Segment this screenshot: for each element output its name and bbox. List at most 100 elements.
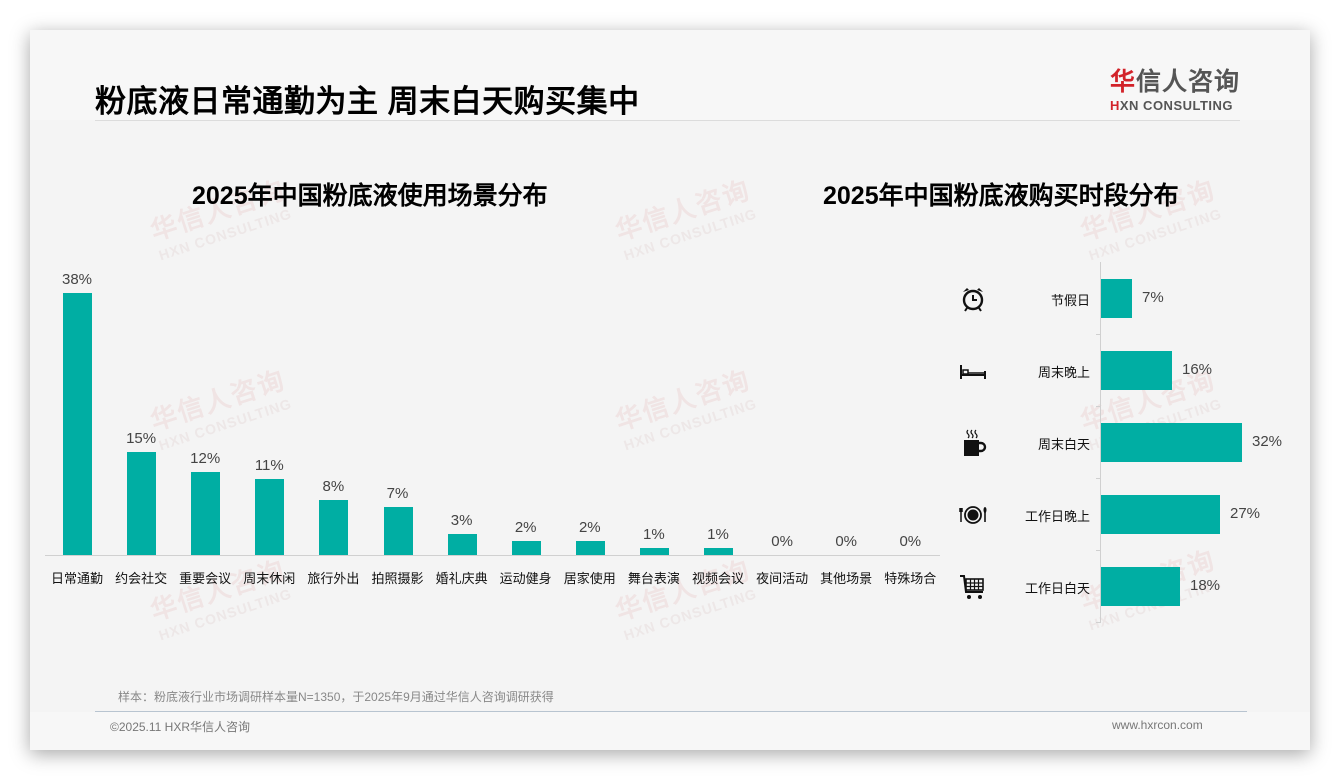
logo-cn-red: 华 — [1110, 68, 1137, 96]
bar-value-label: 7% — [1142, 289, 1164, 306]
bar — [1101, 351, 1172, 390]
left-chart-title: 2025年中国粉底液使用场景分布 — [192, 182, 548, 210]
category-label: 重要会议 — [179, 571, 232, 586]
category-label: 约会社交 — [115, 571, 168, 586]
category-label: 工作日白天 — [1024, 581, 1090, 596]
bar — [511, 541, 541, 555]
bar-column: 2% 居家使用 — [558, 270, 622, 590]
category-label: 其他场景 — [820, 571, 873, 586]
bar-value-label: 1% — [707, 526, 729, 543]
website-link[interactable]: www.hxrcon.com — [1112, 718, 1203, 732]
bar-row: 节假日 7% — [950, 262, 1290, 334]
bar-column: 0% 夜间活动 — [750, 270, 814, 590]
bar-column: 0% 特殊场合 — [878, 270, 942, 590]
footer-divider — [95, 711, 1247, 712]
bar-row: 周末晚上 16% — [950, 334, 1290, 406]
bar — [1101, 567, 1180, 606]
sample-note: 样本：粉底液行业市场调研样本量N=1350，于2025年9月通过华信人咨询调研获… — [118, 690, 554, 704]
bar-column: 38% 日常通勤 — [45, 270, 109, 590]
axis-tick — [1096, 622, 1101, 623]
shopping-cart-icon — [958, 572, 988, 602]
bar-value-label: 38% — [61, 271, 93, 288]
bar-value-label: 15% — [126, 430, 157, 447]
category-label: 舞台表演 — [627, 571, 680, 586]
bar-column: 15% 约会社交 — [109, 270, 173, 590]
bar — [191, 472, 221, 555]
y-axis-line — [1100, 262, 1101, 622]
category-label: 特殊场合 — [884, 571, 937, 586]
category-label: 节假日 — [1050, 293, 1090, 308]
title-divider — [95, 120, 1240, 121]
bar — [63, 293, 92, 555]
axis-tick — [1096, 406, 1101, 407]
bar-column: 1% 视频会议 — [686, 270, 750, 590]
bar-value-label: 32% — [1252, 433, 1283, 450]
category-label: 居家使用 — [563, 571, 616, 586]
logo-en-red: H — [1110, 98, 1120, 113]
category-label: 日常通勤 — [50, 571, 103, 586]
bed-icon — [958, 356, 988, 386]
purchase-time-bar-chart: 节假日 7% 周末晚上 16% 周末白天 32% 工作日晚上 27% 工作日白天 18% — [950, 262, 1290, 627]
bar-value-label: 12% — [190, 450, 221, 467]
category-label: 婚礼庆典 — [435, 571, 488, 586]
axis-tick — [1096, 478, 1101, 479]
category-label: 周末晚上 — [1037, 365, 1090, 380]
bar-column: 0% 其他场景 — [814, 270, 878, 590]
bar-value-label: 11% — [254, 457, 284, 474]
bar — [383, 507, 413, 555]
bar-value-label: 27% — [1230, 505, 1261, 522]
bar — [704, 548, 733, 555]
copyright: ©2025.11 HXR华信人咨询 — [110, 720, 250, 734]
bar — [639, 548, 669, 555]
category-label: 拍照摄影 — [371, 571, 424, 586]
page-title: 粉底液日常通勤为主 周末白天购买集中 — [95, 84, 640, 119]
bar-value-label: 0% — [771, 533, 793, 550]
bar-column: 8% 旅行外出 — [301, 270, 365, 590]
bar-value-label: 8% — [322, 478, 345, 495]
axis-tick — [1096, 550, 1101, 551]
bar — [1101, 279, 1132, 318]
plate-cutlery-icon — [958, 500, 988, 530]
alarm-clock-icon — [958, 284, 988, 314]
category-label: 夜间活动 — [756, 571, 809, 586]
right-chart-title: 2025年中国粉底液购买时段分布 — [823, 182, 1179, 210]
coffee-cup-icon — [958, 428, 988, 458]
bar-row: 周末白天 32% — [950, 406, 1290, 478]
category-label: 运动健身 — [499, 571, 552, 586]
bar — [1101, 423, 1242, 462]
x-axis-baseline — [45, 555, 940, 556]
bar-value-label: 18% — [1190, 577, 1221, 594]
bar-column: 11% 周末休闲 — [237, 270, 301, 590]
bar-row: 工作日晚上 27% — [950, 478, 1290, 550]
axis-tick — [1096, 334, 1101, 335]
category-label: 工作日晚上 — [1024, 509, 1090, 524]
bar-value-label: 7% — [386, 485, 409, 502]
slide: 华信人咨询 HXN CONSULTING 华信人咨询 HXN CONSULTING … — [30, 30, 1310, 750]
bar-value-label: 0% — [899, 533, 922, 550]
bar-value-label: 2% — [514, 519, 537, 536]
bar-value-label: 0% — [835, 533, 858, 550]
bar — [575, 541, 605, 555]
bar-column: 1% 舞台表演 — [622, 270, 686, 590]
logo-cn-text: 信人咨询 — [1136, 68, 1241, 96]
bar — [127, 452, 157, 555]
category-label: 旅行外出 — [307, 571, 360, 586]
category-label: 视频会议 — [691, 571, 744, 586]
footer-band — [30, 712, 1310, 750]
bar — [255, 479, 285, 555]
logo-en-text: XN CONSULTING — [1119, 98, 1234, 113]
bar-value-label: 3% — [450, 512, 473, 529]
bar — [447, 534, 477, 555]
category-label: 周末休闲 — [243, 571, 296, 586]
bar-column: 7% 拍照摄影 — [366, 270, 430, 590]
bar-column: 2% 运动健身 — [494, 270, 558, 590]
bar — [1101, 495, 1220, 534]
usage-scenario-bar-chart: 38% 日常通勤 15% 约会社交 12% 重要会议 11% 周末休闲 8% 旅行外出 7% 拍照摄影… — [45, 270, 940, 590]
bar-column: 12% 重要会议 — [173, 270, 237, 590]
category-label: 周末白天 — [1037, 437, 1090, 452]
bar-row: 工作日白天 18% — [950, 550, 1290, 622]
bar-value-label: 1% — [643, 526, 665, 543]
bar-value-label: 2% — [578, 519, 601, 536]
bar-value-label: 16% — [1182, 361, 1213, 378]
